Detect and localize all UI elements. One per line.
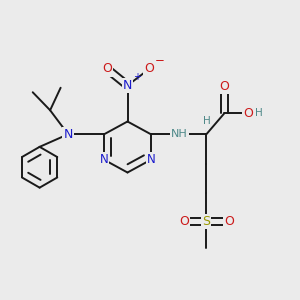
Text: NH: NH (171, 129, 188, 139)
Text: O: O (102, 62, 112, 76)
Text: −: − (155, 54, 165, 67)
Text: +: + (133, 73, 141, 82)
Text: H: H (202, 116, 210, 126)
Text: O: O (243, 107, 253, 120)
Text: N: N (123, 79, 132, 92)
Text: O: O (219, 80, 229, 93)
Text: N: N (100, 153, 109, 166)
Text: O: O (224, 215, 234, 228)
Text: H: H (255, 108, 263, 118)
Text: O: O (144, 62, 154, 76)
Text: S: S (202, 215, 210, 228)
Text: N: N (63, 128, 73, 141)
Text: N: N (146, 153, 155, 166)
Text: O: O (179, 215, 189, 228)
